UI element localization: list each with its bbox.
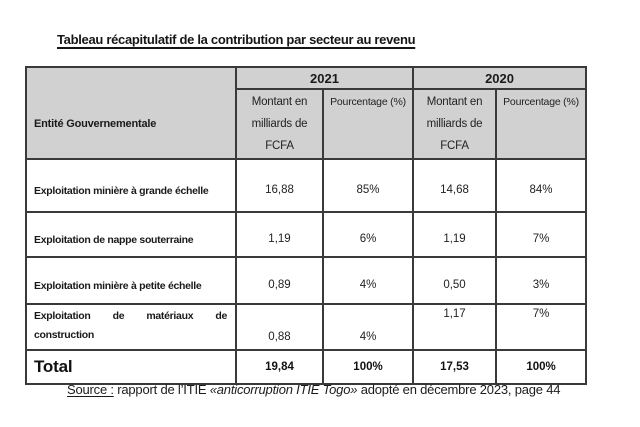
total-pct-2021-cell: 100% bbox=[321, 349, 415, 385]
page-title: Tableau récapitulatif de la contribution… bbox=[57, 32, 416, 47]
table-row-total: Total 19,84 100% 17,53 100% bbox=[25, 349, 588, 385]
header-row-subcolumns: Montant en milliards de FCFA Pourcentage… bbox=[26, 88, 588, 160]
percentage-header-2021: Pourcentage (%) bbox=[321, 88, 415, 160]
pct-2021-cell: 4% bbox=[321, 256, 415, 305]
table-row-groundwater: Exploitation de nappe souterraine 1,19 6… bbox=[25, 211, 588, 258]
row-label: Exploitation minière à petite échelle bbox=[25, 256, 237, 305]
source-text-after: adopté en décembre 2023, page 44 bbox=[357, 382, 561, 397]
row-label: Exploitation de nappe souterraine bbox=[25, 211, 237, 258]
row-label-line2: construction bbox=[34, 329, 94, 341]
year-2020-header: 2020 bbox=[412, 66, 588, 90]
total-amount-2021-cell: 19,84 bbox=[235, 349, 324, 385]
amount-2020-cell: 1,17 bbox=[412, 303, 498, 351]
amount-2021-cell: 16,88 bbox=[235, 158, 324, 213]
amount-2021-cell: 0,88 bbox=[235, 303, 324, 351]
pct-2020-cell: 7% bbox=[495, 211, 588, 258]
total-pct-2020-cell: 100% bbox=[495, 349, 588, 385]
pct-2020-cell: 3% bbox=[495, 256, 588, 305]
table-row-construction-materials: Exploitation de matériaux de constructio… bbox=[25, 303, 588, 351]
source-label: Source : bbox=[67, 382, 114, 397]
total-amount-2020-cell: 17,53 bbox=[412, 349, 498, 385]
row-label: Exploitation de matériaux de constructio… bbox=[25, 303, 237, 351]
pct-2020-cell: 7% bbox=[495, 303, 588, 351]
source-text-before: rapport de l’ITIE bbox=[113, 382, 210, 397]
amount-header-2020: Montant en milliards de FCFA bbox=[412, 88, 498, 160]
amount-2020-cell: 14,68 bbox=[412, 158, 498, 213]
amount-header-2021: Montant en milliards de FCFA bbox=[235, 88, 324, 160]
table-row-large-scale-mining: Exploitation minière à grande échelle 16… bbox=[25, 158, 588, 213]
amount-2021-cell: 1,19 bbox=[235, 211, 324, 258]
pct-2021-cell: 4% bbox=[321, 303, 415, 351]
amount-2020-cell: 0,50 bbox=[412, 256, 498, 305]
amount-2021-cell: 0,89 bbox=[235, 256, 324, 305]
contribution-summary-table: Entité Gouvernementale 2021 2020 Montant… bbox=[25, 66, 588, 385]
source-note: Source : rapport de l’ITIE «anticorrupti… bbox=[67, 382, 560, 397]
pct-2020-cell: 84% bbox=[495, 158, 588, 213]
row-label-line1: Exploitation de matériaux de bbox=[34, 310, 227, 322]
table-row-small-scale-mining: Exploitation minière à petite échelle 0,… bbox=[25, 256, 588, 305]
corner-header-cell: Entité Gouvernementale bbox=[25, 66, 237, 160]
total-label: Total bbox=[25, 349, 237, 385]
pct-2021-cell: 85% bbox=[321, 158, 415, 213]
row-label: Exploitation minière à grande échelle bbox=[25, 158, 237, 213]
header-row-years: Entité Gouvernementale 2021 2020 bbox=[25, 66, 588, 160]
percentage-header-2020: Pourcentage (%) bbox=[495, 88, 588, 160]
pct-2021-cell: 6% bbox=[321, 211, 415, 258]
source-report-name: «anticorruption ITIE Togo» bbox=[209, 382, 358, 397]
amount-2020-cell: 1,19 bbox=[412, 211, 498, 258]
year-2021-header: 2021 bbox=[234, 66, 415, 90]
